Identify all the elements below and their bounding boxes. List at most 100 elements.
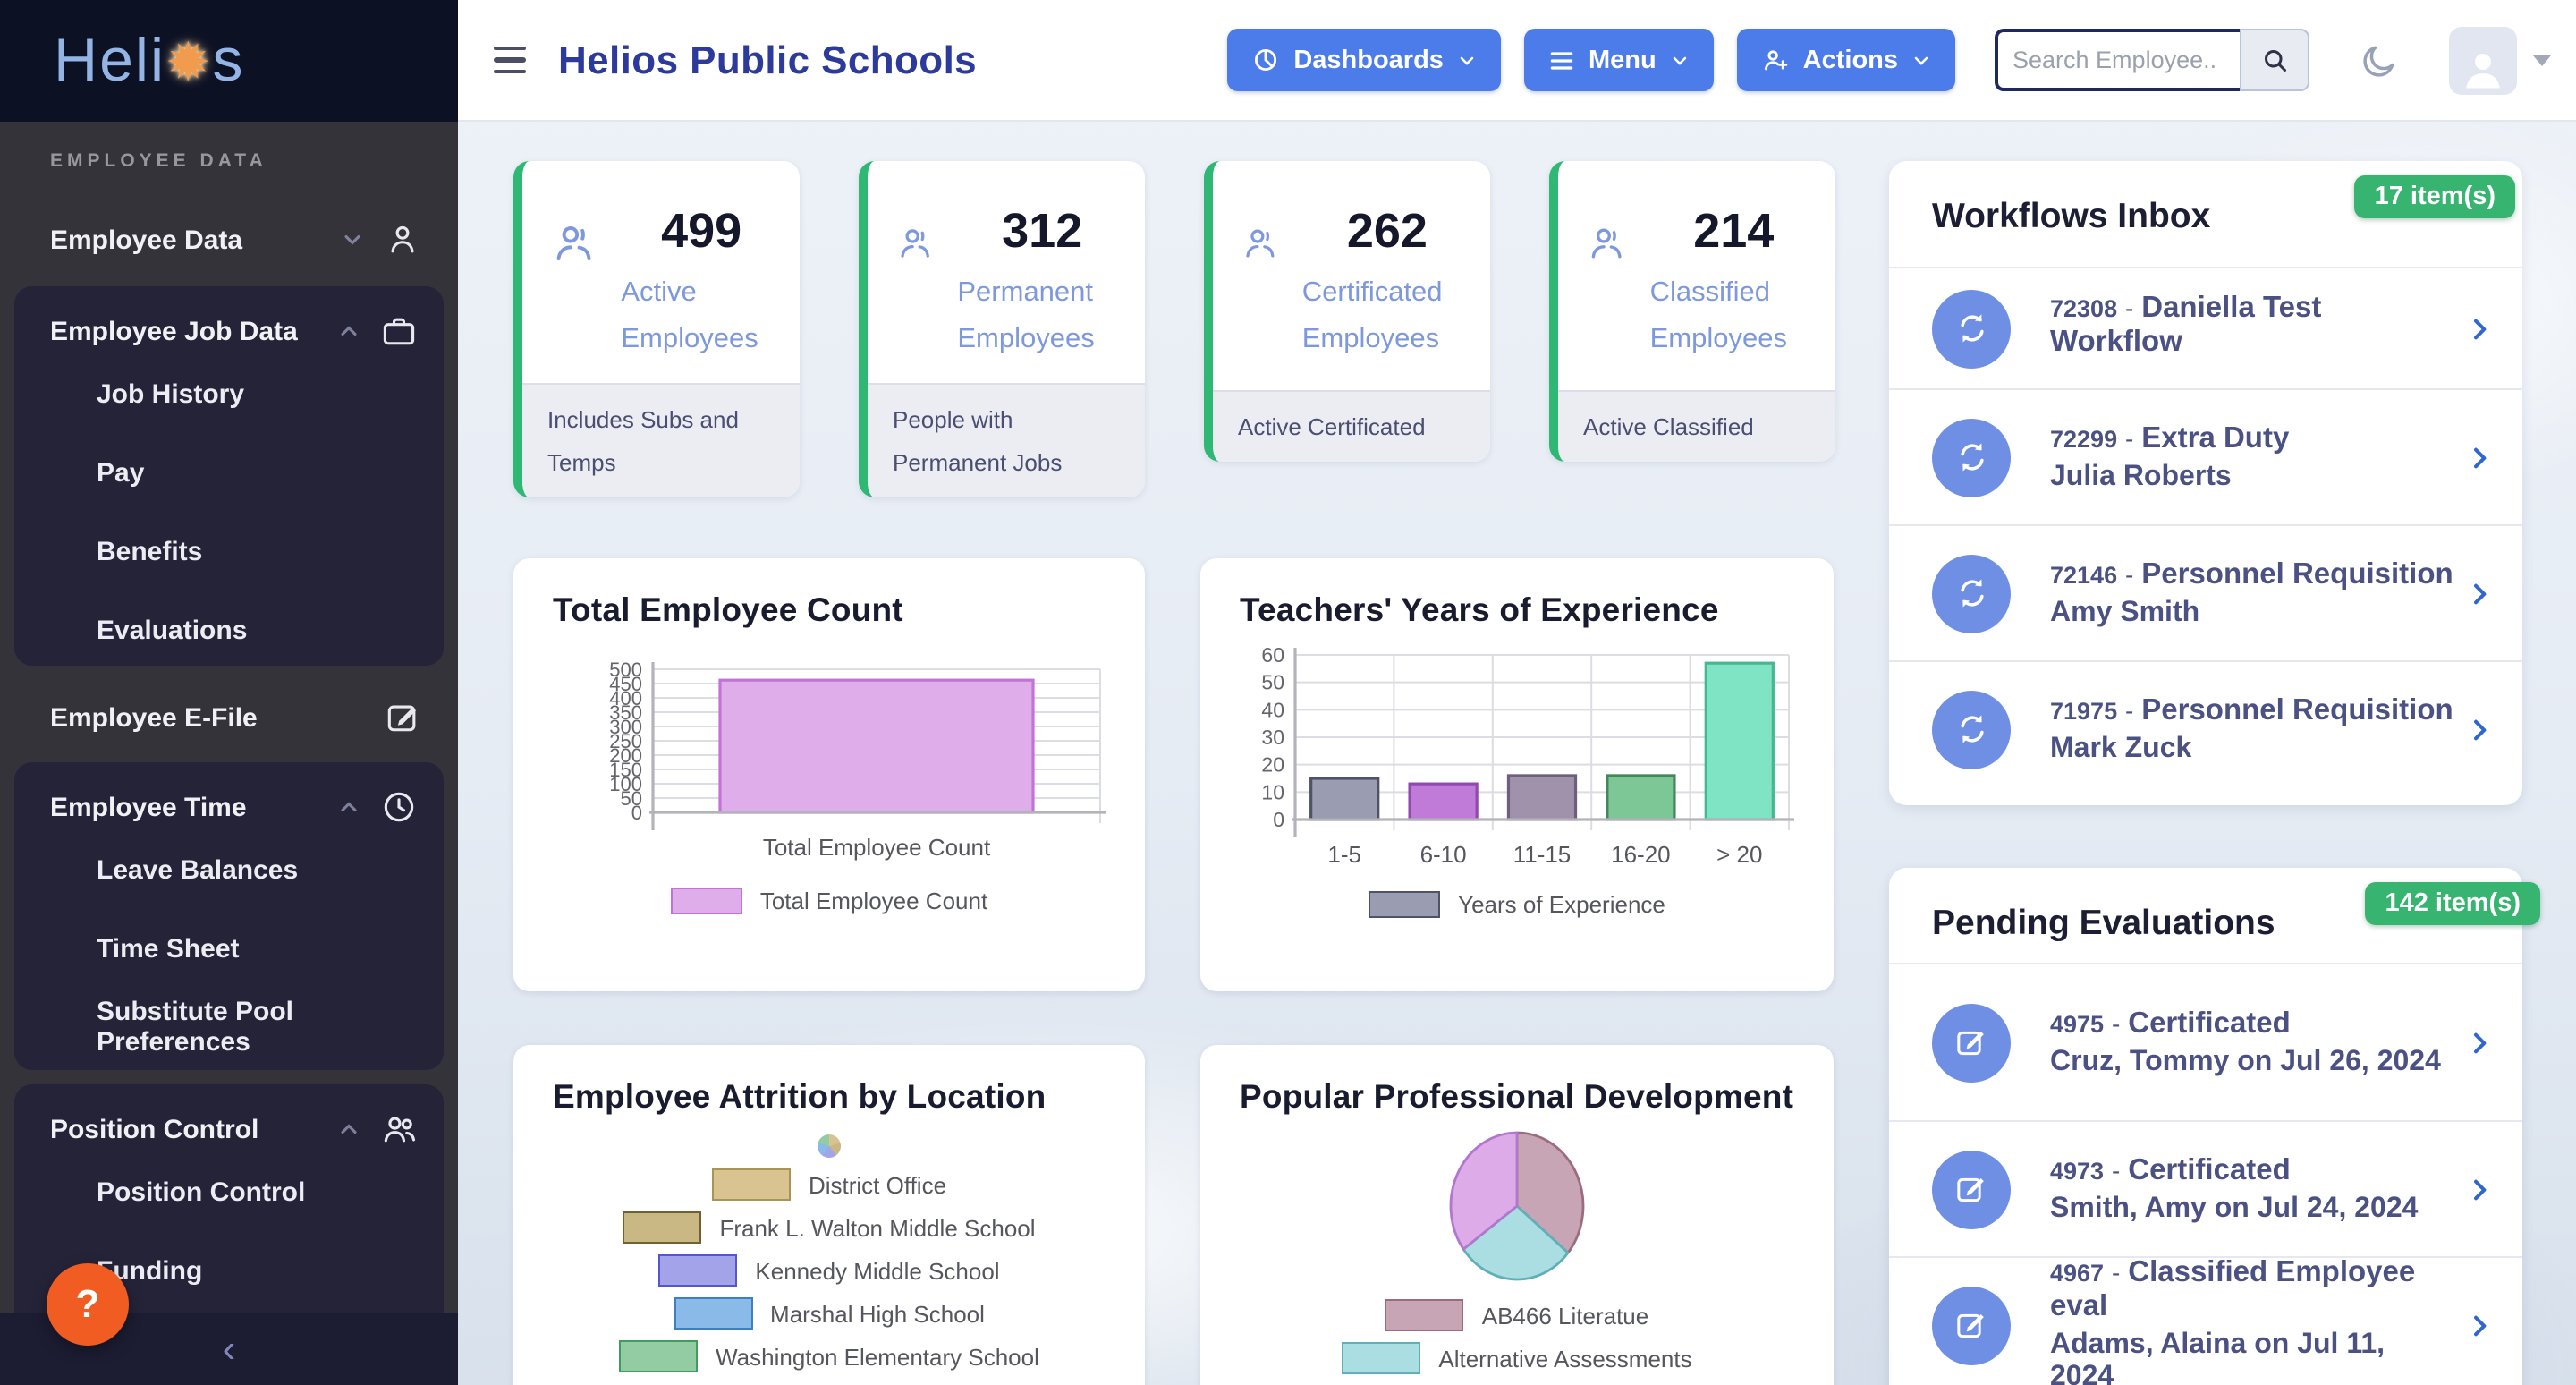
chart-title: Teachers' Years of Experience — [1240, 591, 1719, 628]
evaluation-item[interactable]: 4975 - Certificated Cruz, Tommy on Jul 2… — [1889, 963, 2522, 1120]
chart-legend-item: Kennedy Middle School — [513, 1254, 1145, 1287]
workflow-id: 71975 — [2050, 697, 2118, 724]
evaluation-item[interactable]: 4973 - Certificated Smith, Amy on Jul 24… — [1889, 1120, 2522, 1256]
sidebar-item-pay[interactable]: Pay — [50, 440, 408, 505]
chevron-right-icon[interactable] — [2454, 715, 2504, 743]
workflow-title: Personnel Requisition — [2141, 693, 2453, 726]
menu-button[interactable]: Menu — [1523, 29, 1714, 91]
search-input[interactable] — [1995, 29, 2240, 91]
edit-icon — [387, 705, 417, 732]
sidebar-item-employee-efile[interactable]: Employee E-File — [0, 684, 458, 752]
legend-label: Marshal High School — [770, 1300, 985, 1327]
collapse-chevron-icon: ‹ — [222, 1326, 236, 1371]
sidebar-subitem-label: Evaluations — [97, 615, 248, 645]
stat-label: Classified Employees — [1649, 277, 1787, 355]
workflow-item[interactable]: 72146 - Personnel Requisition Amy Smith — [1889, 524, 2522, 660]
avatar[interactable] — [2449, 26, 2517, 94]
sidebar-item-evaluations[interactable]: Evaluations — [50, 598, 408, 662]
svg-text:1-5: 1-5 — [1326, 841, 1360, 868]
chevron-up-icon — [341, 1124, 357, 1134]
sidebar-item-label: Employee Data — [50, 225, 243, 255]
chevron-right-icon[interactable] — [2454, 314, 2504, 343]
help-button[interactable]: ? — [47, 1263, 129, 1346]
stat-footer: Active Classified — [1558, 389, 1835, 462]
legend-label: District Office — [808, 1171, 947, 1198]
sidebar-item-position-control[interactable]: Position Control — [50, 1160, 408, 1224]
chevron-right-icon[interactable] — [2454, 443, 2504, 472]
stat-card-permanent-employees[interactable]: 312 Permanent Employees People with Perm… — [859, 161, 1145, 497]
chevron-right-icon[interactable] — [2454, 1175, 2504, 1203]
search-icon — [2264, 49, 2285, 71]
svg-text:50: 50 — [621, 787, 642, 810]
sidebar-item-substitute-pool-preferences[interactable]: Substitute Pool Preferences — [50, 995, 436, 1059]
workflow-subject: Julia Roberts — [2050, 461, 2232, 491]
stat-card-classified-employees[interactable]: 214 Classified Employees Active Classifi… — [1549, 161, 1835, 462]
search-button[interactable] — [2240, 29, 2309, 91]
sidebar-item-label: Employee E-File — [50, 702, 258, 733]
chart-card-professional-development: Popular Professional Development AB466 L… — [1200, 1045, 1834, 1385]
svg-text:0: 0 — [1272, 808, 1284, 831]
legend-swatch — [711, 1168, 791, 1201]
svg-text:100: 100 — [609, 773, 642, 795]
stat-footer: Includes Subs and Temps — [522, 383, 800, 497]
sidebar-item-employee-time[interactable]: Employee Time — [14, 773, 444, 841]
stat-card-certificated-employees[interactable]: 262 Certificated Employees Active Certif… — [1204, 161, 1490, 462]
chevron-right-icon[interactable] — [2454, 1028, 2504, 1057]
chart-card-total-employee-count: Total Employee Count 0 50 100 150 200 250 300 3… — [513, 558, 1145, 991]
svg-text:200: 200 — [609, 744, 642, 767]
workflow-item[interactable]: 71975 - Personnel Requisition Mark Zuck — [1889, 660, 2522, 796]
sidebar-item-employee-data[interactable]: Employee Data — [0, 206, 458, 274]
actions-button[interactable]: Actions — [1736, 29, 1955, 91]
legend-label: Total Employee Count — [759, 888, 988, 914]
sidebar-item-employee-job-data[interactable]: Employee Job Data — [14, 297, 444, 365]
workflow-title: Extra Duty — [2141, 421, 2290, 454]
svg-text:500: 500 — [609, 659, 642, 681]
people-icon — [1591, 228, 1622, 259]
stat-value: 262 — [1346, 204, 1428, 258]
attrition-pie-chart — [818, 1134, 841, 1158]
sidebar-subitem-label: Pay — [97, 457, 145, 488]
chevron-right-icon[interactable] — [2454, 1311, 2504, 1339]
chart-title: Popular Professional Development — [1240, 1077, 1794, 1115]
evaluation-title: Certificated — [2128, 1007, 2291, 1039]
person-plus-icon — [1764, 50, 1787, 71]
chart-legend-item: Frank L. Walton Middle School — [513, 1211, 1145, 1244]
evaluation-title: Classified Employee eval — [2050, 1256, 2416, 1322]
legend-swatch — [658, 1254, 738, 1287]
svg-text:16-20: 16-20 — [1610, 841, 1670, 868]
sidebar-item-position-control-group[interactable]: Position Control — [14, 1095, 444, 1163]
evaluation-item[interactable]: 4967 - Classified Employee eval Adams, A… — [1889, 1256, 2522, 1385]
sidebar-item-leave-balances[interactable]: Leave Balances — [50, 837, 408, 902]
clock-icon — [384, 792, 414, 822]
workflow-refresh-icon — [1932, 418, 2011, 497]
stat-label: Permanent Employees — [957, 277, 1095, 355]
chevron-right-icon[interactable] — [2454, 579, 2504, 608]
workflow-item[interactable]: 72308 - Daniella Test Workflow — [1889, 267, 2522, 388]
workflow-subject: Amy Smith — [2050, 597, 2200, 627]
professional-development-pie-chart — [1449, 1131, 1585, 1281]
avatar-dropdown-caret[interactable] — [2533, 55, 2551, 65]
chart-legend-item: District Office — [513, 1168, 1145, 1201]
button-label: Menu — [1588, 46, 1657, 74]
sidebar-item-label: Position Control — [50, 1114, 259, 1144]
sidebar-item-job-history[interactable]: Job History — [50, 361, 408, 426]
legend-swatch — [623, 1211, 702, 1244]
chevron-down-icon — [344, 234, 360, 245]
logo-text: Heli — [54, 26, 166, 94]
chart-card-attrition-by-location: Employee Attrition by Location District … — [513, 1045, 1145, 1385]
hamburger-menu-icon[interactable] — [487, 39, 533, 81]
sidebar: Heli✹s EMPLOYEE DATA Employee Data Emplo… — [0, 0, 458, 1385]
pending-evaluations-panel: Pending Evaluations 142 item(s) 4975 - C… — [1889, 868, 2540, 1385]
svg-text:150: 150 — [609, 759, 642, 781]
stat-card-active-employees[interactable]: 499 Active Employees Includes Subs and T… — [513, 161, 800, 497]
workflow-item[interactable]: 72299 - Extra Duty Julia Roberts — [1889, 388, 2522, 524]
workflow-refresh-icon — [1932, 289, 2011, 368]
logo[interactable]: Heli✹s — [0, 0, 458, 122]
dark-mode-toggle[interactable] — [2349, 38, 2410, 81]
sidebar-item-benefits[interactable]: Benefits — [50, 519, 408, 583]
teachers-experience-chart: 0 10 20 30 40 50 60 1-5 6-10 11-15 16-20 > 20 — [1260, 643, 1793, 868]
dashboards-button[interactable]: Dashboards — [1227, 29, 1501, 91]
sidebar-item-time-sheet[interactable]: Time Sheet — [50, 916, 408, 981]
